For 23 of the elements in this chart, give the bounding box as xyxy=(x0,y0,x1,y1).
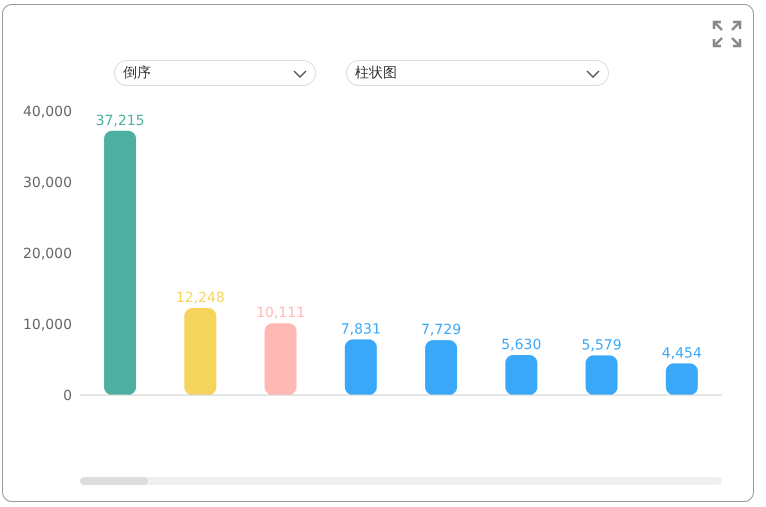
y-tick-label: 20,000 xyxy=(23,246,72,262)
y-tick-label: 10,000 xyxy=(23,316,72,333)
bar xyxy=(666,363,698,395)
data-label: 37,215 xyxy=(96,112,145,129)
bar xyxy=(344,339,377,395)
data-label: 10,111 xyxy=(256,305,306,322)
data-label: 5,579 xyxy=(582,337,622,354)
bar xyxy=(264,323,297,395)
bar xyxy=(505,355,538,395)
bar xyxy=(184,308,216,395)
data-label: 7,729 xyxy=(421,322,462,338)
data-label: 4,454 xyxy=(662,345,702,362)
bar xyxy=(104,130,136,395)
dropdown-field: 柱状图 xyxy=(346,60,609,86)
dropdown-field: 倒序 xyxy=(114,60,316,86)
bar xyxy=(425,340,458,395)
data-label: 7,831 xyxy=(340,321,381,338)
data-label: 12,248 xyxy=(176,290,225,306)
bar xyxy=(586,355,618,395)
data-label: 5,630 xyxy=(501,337,542,354)
y-tick-label: 40,000 xyxy=(23,104,72,120)
y-tick-label: 30,000 xyxy=(23,174,72,191)
y-tick-label: 0 xyxy=(63,388,72,404)
